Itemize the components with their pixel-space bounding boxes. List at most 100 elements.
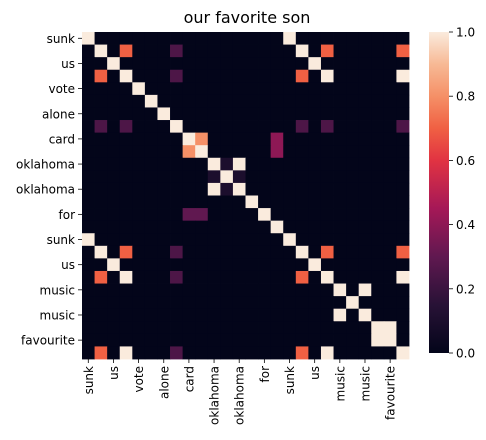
heatmap-cell (358, 32, 372, 45)
heatmap-cell (157, 283, 171, 297)
heatmap-cell (94, 346, 108, 360)
heatmap-cell (94, 170, 108, 184)
heatmap-cell (308, 132, 322, 146)
heatmap-cell (195, 308, 209, 322)
heatmap-cell (132, 157, 146, 171)
heatmap-cell (132, 220, 146, 234)
heatmap-cell (371, 94, 385, 108)
heatmap-cell (94, 182, 108, 196)
heatmap-cell (245, 208, 259, 222)
heatmap-cell (107, 32, 121, 45)
heatmap-cell (232, 195, 246, 209)
heatmap-cell (396, 32, 410, 45)
heatmap-cell (283, 145, 297, 159)
heatmap-cell (119, 346, 133, 360)
heatmap-cell (94, 132, 108, 146)
heatmap-cell (195, 270, 209, 284)
colorbar-tick-label: 0.6 (456, 154, 475, 168)
heatmap-cell (170, 57, 184, 71)
x-tick-label: favourite (384, 366, 398, 420)
heatmap-cell (107, 283, 121, 297)
heatmap-cell (346, 346, 360, 360)
heatmap-cell (245, 270, 259, 284)
heatmap-cell (207, 233, 221, 247)
heatmap-cell (295, 220, 309, 234)
heatmap-cell (94, 94, 108, 108)
heatmap-cell (232, 308, 246, 322)
heatmap-cell (157, 296, 171, 310)
heatmap-cell (270, 283, 284, 297)
heatmap-cell (283, 132, 297, 146)
heatmap-cell (232, 44, 246, 58)
heatmap-cell (144, 157, 158, 171)
heatmap-cell (346, 321, 360, 335)
heatmap-cell (195, 195, 209, 209)
heatmap-cell (195, 69, 209, 83)
heatmap-cell (358, 308, 372, 322)
heatmap-cell (94, 321, 108, 335)
x-tick-label: us (107, 366, 121, 380)
heatmap-cell (333, 94, 347, 108)
heatmap-cell (94, 270, 108, 284)
heatmap-cell (94, 57, 108, 71)
heatmap-cell (132, 270, 146, 284)
heatmap-cell (94, 208, 108, 222)
heatmap-cell (144, 69, 158, 83)
heatmap-cell (144, 233, 158, 247)
heatmap-cell (346, 57, 360, 71)
heatmap-cell (182, 245, 196, 259)
heatmap-cell (182, 120, 196, 134)
x-tick-label: us (308, 366, 322, 380)
heatmap-cell (333, 333, 347, 347)
heatmap-cell (258, 132, 272, 146)
heatmap-cell (258, 120, 272, 134)
heatmap-cell (157, 132, 171, 146)
heatmap-cell (119, 132, 133, 146)
heatmap-cell (245, 157, 259, 171)
heatmap-cell (295, 157, 309, 171)
heatmap-cell (358, 346, 372, 360)
heatmap-cell (82, 233, 95, 247)
heatmap-cell (157, 208, 171, 222)
heatmap-cell (320, 233, 334, 247)
heatmap-cell (119, 321, 133, 335)
heatmap-cell (333, 233, 347, 247)
heatmap-cell (157, 245, 171, 259)
heatmap-cell (182, 32, 196, 45)
heatmap-cell (358, 132, 372, 146)
heatmap-cell (308, 44, 322, 58)
heatmap-cell (94, 333, 108, 347)
heatmap-cell (245, 220, 259, 234)
heatmap-cell (270, 258, 284, 272)
heatmap-cell (371, 296, 385, 310)
heatmap-cell (358, 296, 372, 310)
heatmap-cell (207, 170, 221, 184)
heatmap-cell (371, 107, 385, 121)
heatmap-cell (371, 220, 385, 234)
heatmap-cell (82, 245, 95, 259)
heatmap-cell (258, 308, 272, 322)
heatmap-cell (220, 157, 234, 171)
heatmap-cell (245, 321, 259, 335)
heatmap-cell (396, 107, 410, 121)
heatmap-cell (320, 170, 334, 184)
heatmap-cell (144, 44, 158, 58)
heatmap-cell (82, 321, 95, 335)
heatmap-cell (220, 208, 234, 222)
heatmap-cell (346, 233, 360, 247)
heatmap-cell (82, 82, 95, 96)
heatmap-cell (258, 258, 272, 272)
heatmap-cell (220, 107, 234, 121)
heatmap-cell (245, 145, 259, 159)
heatmap-cell (119, 308, 133, 322)
heatmap-cell (396, 82, 410, 96)
heatmap-cell (396, 233, 410, 247)
heatmap-cell (207, 220, 221, 234)
heatmap-cell (270, 120, 284, 134)
heatmap-cell (157, 107, 171, 121)
heatmap-cell (283, 208, 297, 222)
heatmap-cell (358, 69, 372, 83)
x-tick-label: sunk (283, 366, 297, 394)
heatmap-cell (320, 283, 334, 297)
heatmap-cell (270, 69, 284, 83)
